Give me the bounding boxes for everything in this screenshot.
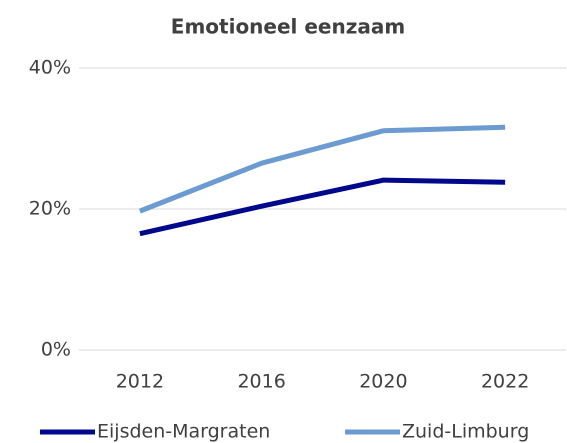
x-tick-label: 2012	[116, 371, 164, 393]
y-tick-label: 40%	[29, 57, 71, 79]
legend-label: Eijsden-Margraten	[97, 421, 270, 443]
y-tick-label: 20%	[29, 198, 71, 220]
x-tick-label: 2020	[359, 371, 407, 393]
chart-title: Emotioneel eenzaam	[171, 15, 405, 39]
series-line	[139, 177, 506, 237]
x-tick-label: 2022	[481, 371, 529, 393]
legend-label: Zuid-Limburg	[402, 421, 529, 443]
y-tick-label: 0%	[41, 339, 71, 361]
x-tick-label: 2016	[237, 371, 285, 393]
series-line	[138, 124, 506, 214]
